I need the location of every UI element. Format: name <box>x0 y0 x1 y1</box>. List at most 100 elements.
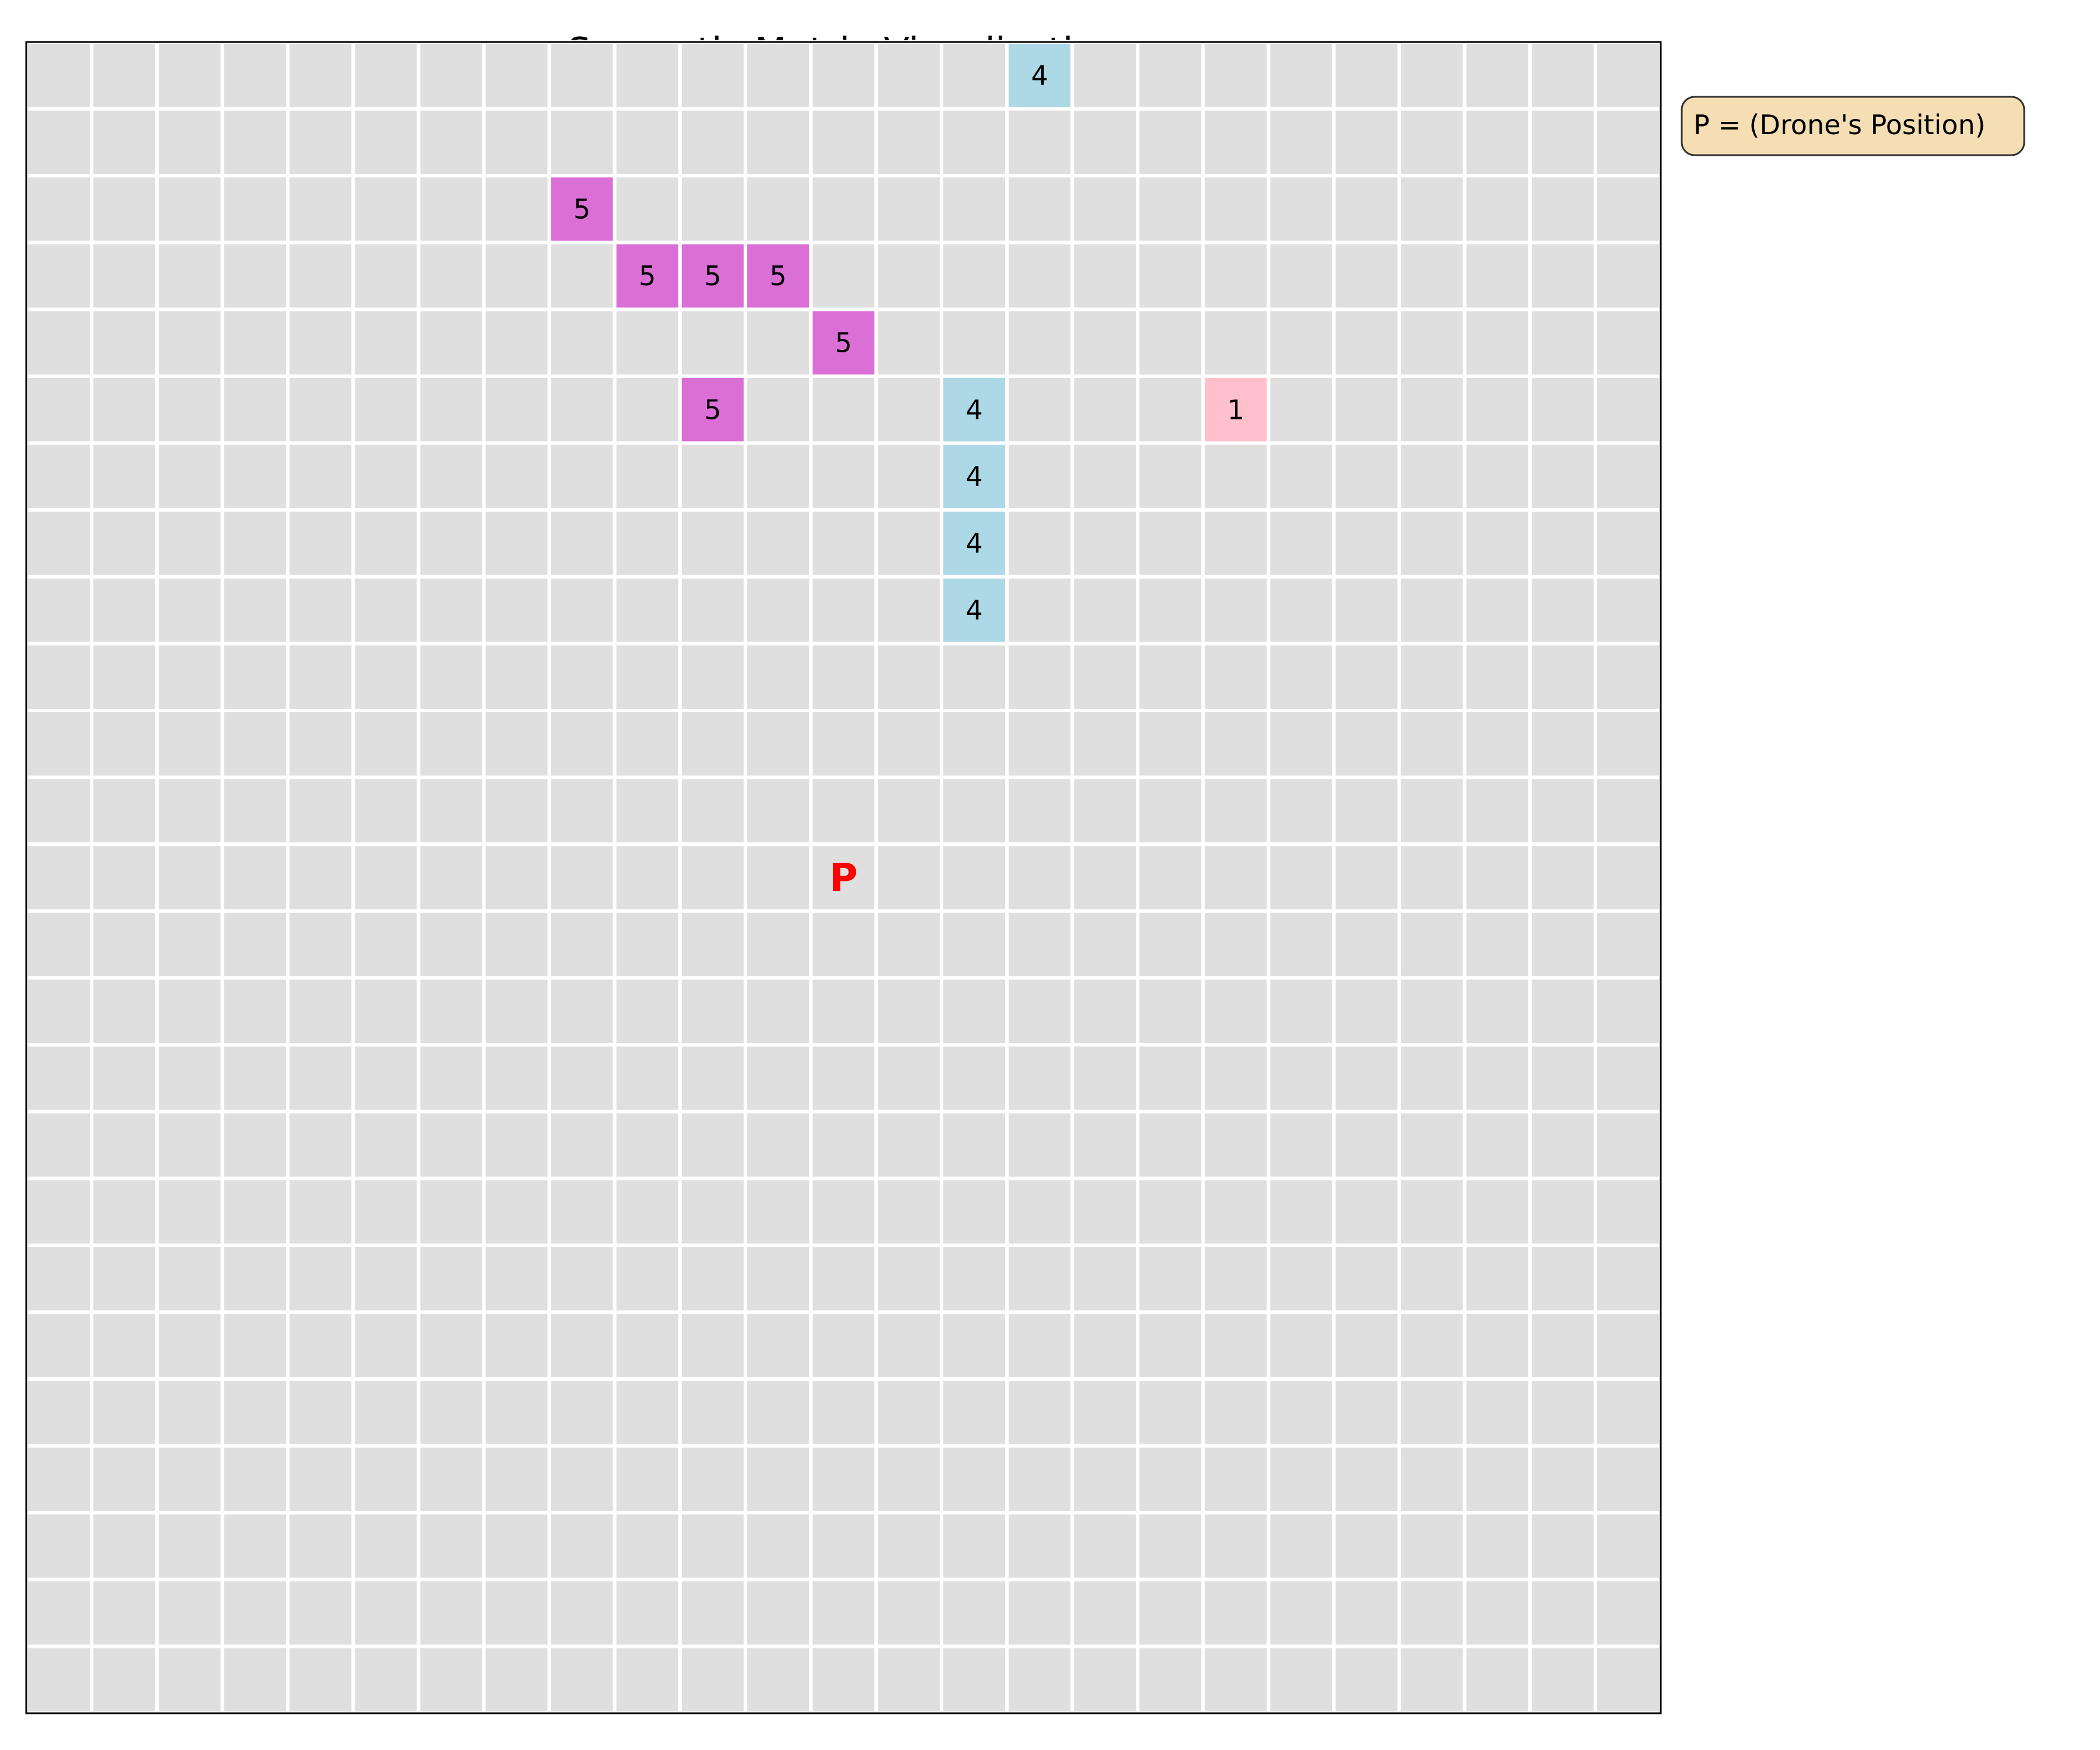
matrix-cell <box>940 240 1009 312</box>
matrix-cell <box>286 240 355 312</box>
matrix-cell <box>1462 441 1532 512</box>
matrix-cell <box>1070 1644 1140 1715</box>
matrix-cell <box>612 976 682 1047</box>
cell-value-label: 4 <box>966 528 983 559</box>
matrix-cell <box>1070 374 1140 445</box>
matrix-cell <box>286 1310 355 1381</box>
matrix-cell <box>1593 709 1662 779</box>
matrix-cell <box>1528 1110 1597 1181</box>
matrix-cell <box>24 1511 94 1581</box>
matrix-cell <box>547 709 617 779</box>
matrix-cell <box>1266 1177 1336 1247</box>
matrix-cell <box>155 709 225 779</box>
matrix-cell <box>1136 1511 1205 1581</box>
matrix-cell <box>1397 1577 1466 1648</box>
matrix-cell <box>90 1110 159 1181</box>
matrix-cell <box>678 575 747 646</box>
matrix-cell <box>678 909 747 980</box>
matrix-cell <box>220 40 290 111</box>
matrix-cell <box>1070 1243 1140 1314</box>
matrix-cell <box>1005 441 1074 512</box>
matrix-cell <box>1201 1110 1270 1181</box>
matrix-cell <box>1005 1377 1074 1448</box>
matrix-cell <box>24 842 94 913</box>
matrix-cell <box>24 40 94 111</box>
matrix-cell <box>808 1511 878 1581</box>
matrix-cell <box>286 1511 355 1581</box>
matrix-cell <box>612 307 682 379</box>
matrix-cell <box>678 976 747 1047</box>
matrix-cell <box>1462 842 1532 913</box>
matrix-cell <box>678 775 747 846</box>
matrix-cell <box>547 1043 617 1114</box>
matrix-cell <box>1528 441 1597 512</box>
cell-value-label: 5 <box>704 394 721 425</box>
matrix-cell <box>155 240 225 312</box>
matrix-cell <box>482 307 551 379</box>
matrix-cell <box>547 107 617 178</box>
matrix-cell <box>1528 1577 1597 1648</box>
matrix-cell <box>612 40 682 111</box>
matrix-cell <box>612 575 682 646</box>
matrix-cell <box>1136 174 1205 244</box>
matrix-cell <box>482 642 551 713</box>
cell-value-label: 5 <box>835 327 852 359</box>
matrix-cell <box>1332 1310 1401 1381</box>
matrix-cell <box>678 642 747 713</box>
matrix-cell <box>1266 107 1336 178</box>
matrix-cell <box>1397 1377 1466 1448</box>
matrix-cell <box>612 842 682 913</box>
matrix-cell <box>24 1444 94 1515</box>
matrix-cell <box>1528 508 1597 579</box>
matrix-cell <box>1136 1043 1205 1114</box>
matrix-cell <box>220 240 290 312</box>
matrix-cell <box>1070 107 1140 178</box>
matrix-cell <box>90 1310 159 1381</box>
matrix-cell <box>808 909 878 980</box>
matrix-cell <box>1136 1177 1205 1247</box>
matrix-cell <box>940 107 1009 178</box>
matrix-cell <box>482 1511 551 1581</box>
matrix-cell <box>1136 508 1205 579</box>
matrix-cell <box>678 307 747 379</box>
matrix-cell <box>90 240 159 312</box>
matrix-cell <box>286 1177 355 1247</box>
matrix-cell <box>940 1177 1009 1247</box>
matrix-cell <box>24 976 94 1047</box>
matrix-cell <box>874 1177 944 1247</box>
matrix-cell <box>1070 1177 1140 1247</box>
matrix-cell <box>612 1444 682 1515</box>
matrix-cell <box>1462 976 1532 1047</box>
matrix-cell-value-4 <box>940 575 1009 646</box>
matrix-cell <box>874 642 944 713</box>
matrix-cell <box>351 240 421 312</box>
matrix-cell <box>482 374 551 445</box>
matrix-cell <box>416 575 486 646</box>
matrix-cell <box>1593 775 1662 846</box>
matrix-cell <box>220 709 290 779</box>
matrix-cell <box>874 1377 944 1448</box>
matrix-cell <box>220 1110 290 1181</box>
matrix-cell <box>1005 642 1074 713</box>
matrix-cell <box>1136 642 1205 713</box>
matrix-cell <box>808 775 878 846</box>
cell-value-label: 1 <box>1227 394 1244 425</box>
matrix-cell <box>482 441 551 512</box>
matrix-cell <box>351 775 421 846</box>
matrix-cell <box>220 1644 290 1715</box>
matrix-cell <box>1070 709 1140 779</box>
matrix-cell <box>286 1444 355 1515</box>
matrix-cell <box>547 642 617 713</box>
matrix-cell <box>940 1511 1009 1581</box>
matrix-cell <box>1397 40 1466 111</box>
matrix-cell <box>743 107 813 178</box>
matrix-cell <box>1462 1577 1532 1648</box>
matrix-cell <box>1462 240 1532 312</box>
matrix-cell <box>90 307 159 379</box>
matrix-cell <box>1528 1043 1597 1114</box>
matrix-cell-value-4 <box>1005 40 1074 111</box>
matrix-cell <box>351 642 421 713</box>
matrix-cell <box>416 775 486 846</box>
matrix-cell <box>940 174 1009 244</box>
matrix-cell <box>547 240 617 312</box>
